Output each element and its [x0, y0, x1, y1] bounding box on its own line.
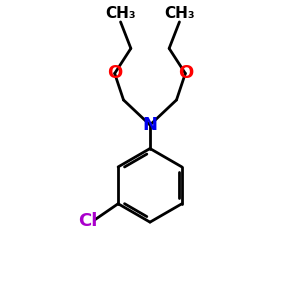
Text: CH₃: CH₃ [105, 6, 136, 21]
Text: CH₃: CH₃ [164, 6, 195, 21]
Text: N: N [142, 116, 158, 134]
Text: Cl: Cl [78, 212, 98, 230]
Text: O: O [178, 64, 193, 82]
Text: O: O [107, 64, 122, 82]
